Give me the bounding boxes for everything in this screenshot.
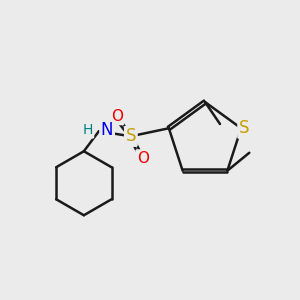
Text: O: O xyxy=(111,109,123,124)
Text: N: N xyxy=(101,121,113,139)
Text: S: S xyxy=(239,119,249,137)
Text: O: O xyxy=(137,151,149,166)
Text: H: H xyxy=(82,123,93,137)
Text: S: S xyxy=(126,127,136,145)
